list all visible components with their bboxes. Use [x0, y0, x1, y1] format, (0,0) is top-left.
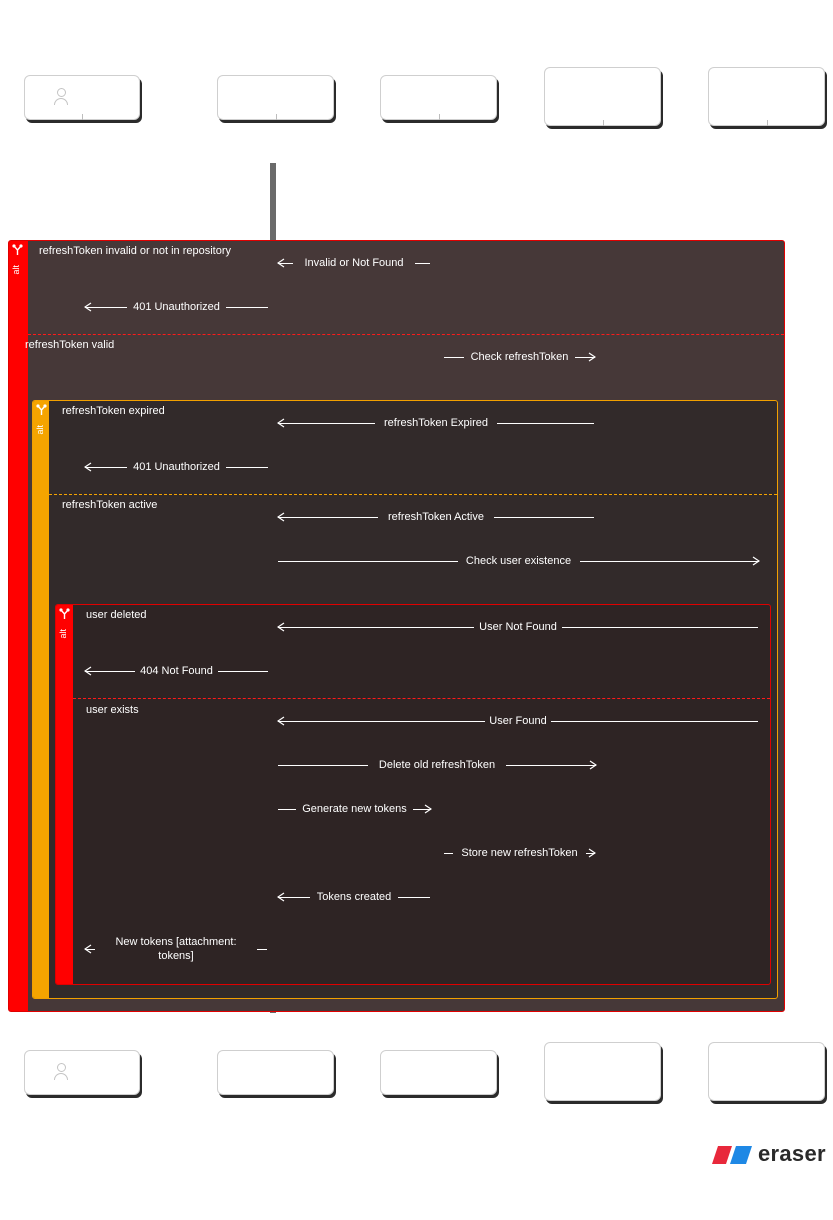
- message-label: Invalid or Not Found: [304, 257, 404, 269]
- alt-divider: [73, 698, 770, 699]
- message-arrow: Tokens created: [277, 890, 430, 904]
- arrow-left-icon: [277, 512, 285, 522]
- arrow-left-icon: [277, 622, 285, 632]
- arrow-left-icon: [277, 258, 285, 268]
- arrow-left-icon: [277, 418, 285, 428]
- message-label: User Found: [489, 715, 547, 727]
- arrow-left-icon: [84, 302, 92, 312]
- condition-label: refreshToken active: [62, 499, 158, 511]
- message-arrow: Invalid or Not Found: [277, 256, 430, 270]
- message-label: 401 Unauthorized: [133, 461, 220, 473]
- message-arrow: refreshToken Active: [277, 510, 594, 524]
- message-label: Check user existence: [465, 555, 572, 567]
- condition-label: user exists: [86, 704, 139, 716]
- message-label: 404 Not Found: [140, 665, 213, 677]
- message-arrow: User Not Found: [277, 620, 758, 634]
- branch-icon: [12, 244, 23, 255]
- actor-2-top[interactable]: [217, 75, 334, 120]
- message-label: User Not Found: [479, 621, 557, 633]
- alt-frame-inner: alt user deleted user exists: [55, 604, 771, 985]
- arrow-right-icon: [589, 760, 597, 770]
- condition-label: refreshToken invalid or not in repositor…: [39, 245, 231, 257]
- actor-3-bottom[interactable]: [380, 1050, 497, 1095]
- eraser-logo: eraser: [712, 1141, 827, 1169]
- arrow-right-icon: [752, 556, 760, 566]
- arrow-left-icon: [84, 944, 92, 954]
- arrow-left-icon: [277, 716, 285, 726]
- message-label: 401 Unauthorized: [133, 301, 220, 313]
- eraser-logo-text: eraser: [758, 1141, 826, 1166]
- alt-keyword: alt: [58, 629, 68, 639]
- message-arrow: Store new refreshToken: [444, 846, 596, 860]
- user-icon: [54, 88, 68, 106]
- message-arrow: refreshToken Expired: [277, 416, 594, 430]
- arrow-left-icon: [277, 892, 285, 902]
- actor-5-top[interactable]: [708, 67, 825, 126]
- condition-label: refreshToken valid: [25, 339, 115, 351]
- message-arrow: User Found: [277, 714, 758, 728]
- message-arrow: 401 Unauthorized: [84, 300, 268, 314]
- eraser-logo-icon: [712, 1146, 752, 1164]
- actor-4-bottom[interactable]: [544, 1042, 661, 1101]
- actor-user-bottom[interactable]: [24, 1050, 140, 1095]
- message-label: Delete old refreshToken: [378, 759, 496, 771]
- actor-4-top[interactable]: [544, 67, 661, 126]
- message-label: New tokens [attachment: tokens]: [115, 936, 237, 962]
- arrow-right-icon: [424, 804, 432, 814]
- alt-keyword: alt: [35, 425, 45, 435]
- message-label: Store new refreshToken: [461, 847, 578, 859]
- message-label: Check refreshToken: [470, 351, 569, 363]
- alt-divider: [49, 494, 777, 495]
- user-icon: [54, 1063, 68, 1081]
- message-arrow: Check refreshToken: [444, 350, 596, 364]
- message-label: refreshToken Active: [388, 511, 484, 523]
- message-arrow: Check user existence: [278, 554, 760, 568]
- alt-strip: alt: [56, 605, 73, 984]
- message-arrow: 401 Unauthorized: [84, 460, 268, 474]
- alt-divider: [28, 334, 784, 335]
- message-arrow: 404 Not Found: [84, 664, 268, 678]
- actor-3-top[interactable]: [380, 75, 497, 120]
- message-label: refreshToken Expired: [384, 417, 488, 429]
- arrow-right-icon: [588, 848, 596, 858]
- actor-5-bottom[interactable]: [708, 1042, 825, 1101]
- arrow-left-icon: [84, 666, 92, 676]
- arrow-right-icon: [588, 352, 596, 362]
- condition-label: refreshToken expired: [62, 405, 165, 417]
- actor-2-bottom[interactable]: [217, 1050, 334, 1095]
- message-arrow: Generate new tokens: [278, 802, 432, 816]
- actor-user-top[interactable]: [24, 75, 140, 120]
- message-label: Tokens created: [316, 891, 392, 903]
- arrow-left-icon: [84, 462, 92, 472]
- branch-icon: [36, 404, 47, 415]
- branch-icon: [59, 608, 70, 619]
- condition-label: user deleted: [86, 609, 147, 621]
- alt-strip: alt: [9, 241, 28, 1011]
- alt-strip: alt: [33, 401, 49, 998]
- alt-keyword: alt: [11, 265, 21, 275]
- message-label: Generate new tokens: [302, 803, 407, 815]
- message-arrow: Delete old refreshToken: [278, 758, 597, 772]
- message-arrow: New tokens [attachment: tokens]: [84, 936, 267, 962]
